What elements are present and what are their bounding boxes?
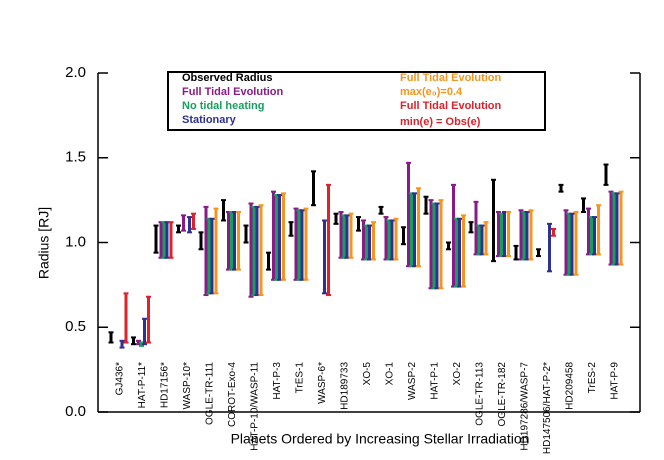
range-bar	[146, 295, 151, 344]
x-tick-label: XO-5	[362, 362, 373, 386]
observed-error-bar	[491, 178, 496, 263]
observed-error-bar	[311, 170, 316, 207]
range-bar	[181, 214, 186, 232]
observed-error-bar	[243, 224, 249, 244]
range-bar	[142, 317, 147, 346]
y-axis-label: Radius [RJ]	[36, 207, 52, 279]
range-bar	[547, 222, 552, 273]
observed-error-bar	[603, 163, 609, 186]
observed-error-bar	[333, 212, 339, 225]
observed-error-bar	[153, 224, 159, 254]
range-bar	[416, 187, 421, 268]
y-tick-label: 0.0	[65, 403, 86, 420]
observed-error-bar	[176, 224, 181, 234]
range-bar	[618, 190, 624, 266]
x-tick-label: HAT-P-3	[272, 362, 283, 400]
range-bar	[551, 227, 556, 237]
range-bar	[191, 212, 196, 230]
legend-label: Stationary	[182, 114, 237, 126]
x-tick-label: HD17156*	[160, 362, 171, 408]
observed-error-bar	[288, 221, 294, 237]
observed-error-bar	[468, 221, 474, 234]
observed-error-bar	[221, 199, 226, 222]
observed-error-bar	[423, 195, 429, 215]
range-bar	[187, 216, 192, 234]
legend-note: min(e) = Obs(e)	[400, 116, 481, 128]
range-bar	[168, 221, 174, 259]
range-bar	[461, 214, 466, 288]
legend-label: Observed Radius	[182, 72, 272, 84]
range-bar	[322, 219, 327, 295]
range-bar	[248, 202, 254, 298]
observed-error-bar	[513, 244, 519, 261]
observed-error-bar	[446, 241, 451, 251]
range-bar	[303, 207, 309, 281]
y-tick-label: 0.5	[65, 318, 86, 335]
range-bar	[281, 192, 286, 281]
range-bar	[236, 210, 241, 271]
observed-error-bar	[108, 331, 114, 344]
y-tick-label: 1.0	[65, 233, 86, 250]
range-bar	[528, 209, 534, 261]
range-bar	[506, 210, 511, 258]
x-axis-label: Planets Ordered by Increasing Stellar Ir…	[231, 431, 530, 447]
range-bar	[213, 207, 219, 295]
observed-error-bar	[558, 183, 564, 193]
range-bar	[123, 292, 129, 344]
x-tick-label: HD209458	[565, 362, 576, 410]
x-tick-label: HAT-P-10/WASP-11	[250, 362, 261, 451]
range-bar	[258, 204, 264, 297]
legend-label: Full Tidal Evolution	[400, 100, 502, 112]
legend-label: Full Tidal Evolution	[400, 72, 502, 84]
x-tick-label: HD189733	[340, 362, 351, 410]
x-tick-label: OGLE-TR-113	[475, 362, 486, 426]
x-tick-label: HD147506/HAT-P-2*	[542, 362, 553, 454]
legend-note: max(e₀)=0.4	[400, 86, 463, 98]
range-bar	[119, 339, 125, 349]
range-bar	[203, 205, 209, 297]
legend-label: Full Tidal Evolution	[182, 86, 284, 98]
range-bar	[438, 199, 444, 290]
legend-label: No tidal heating	[182, 100, 265, 112]
observed-error-bar	[378, 205, 384, 215]
legend-box	[167, 71, 546, 131]
observed-error-bar	[581, 197, 586, 213]
x-tick-label: HAT-P-11*	[137, 362, 148, 408]
range-bar	[483, 221, 489, 256]
x-tick-label: XO-2	[452, 362, 463, 386]
x-tick-label: HAT-P-9	[610, 362, 621, 400]
observed-error-bar	[266, 251, 271, 271]
observed-error-bar	[131, 336, 136, 346]
x-tick-label: HD197286/WASP-7	[520, 362, 531, 451]
x-tick-label: XO-1	[385, 362, 396, 386]
x-tick-label: WASP-2	[407, 362, 418, 400]
observed-error-bar	[356, 216, 361, 232]
observed-error-bar	[536, 248, 541, 258]
x-tick-label: OGLE-TR-182	[497, 362, 508, 427]
x-tick-label: HAT-P-1	[430, 362, 441, 400]
x-tick-label: TrES-1	[295, 362, 306, 394]
range-bar	[348, 212, 354, 259]
range-bar	[326, 183, 331, 297]
x-tick-label: WASP-10*	[182, 362, 193, 410]
x-tick-label: OGLE-TR-111	[205, 362, 216, 425]
x-tick-label: TrES-2	[587, 362, 598, 394]
range-bar	[596, 204, 601, 256]
x-tick-label: GJ436*	[115, 362, 126, 395]
range-bar	[573, 210, 579, 276]
range-bar	[371, 221, 376, 261]
range-bar	[393, 217, 399, 261]
observed-error-bar	[401, 226, 406, 246]
observed-error-bar	[198, 231, 204, 251]
y-tick-label: 2.0	[65, 64, 86, 81]
x-tick-label: COROT-Exo-4	[227, 362, 238, 427]
y-tick-label: 1.5	[65, 149, 86, 166]
x-tick-label: WASP-6*	[317, 362, 328, 404]
